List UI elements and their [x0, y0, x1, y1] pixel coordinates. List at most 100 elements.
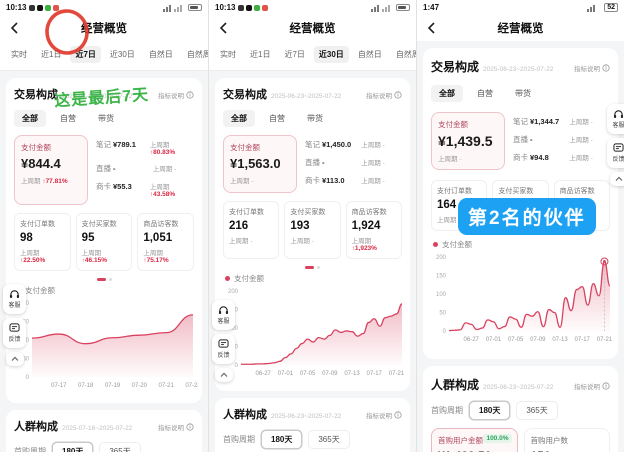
period-180-tab[interactable]: 180天: [469, 401, 511, 420]
channel-row-live: 直播 - 上周期 -: [96, 164, 177, 173]
payment-amount-card[interactable]: 支付金额 ¥1,563.0 上周期 -: [223, 135, 297, 193]
first-purchase-users-card[interactable]: 首购用户数 156 较前30日 -: [523, 428, 610, 452]
svg-text:07-01: 07-01: [486, 337, 502, 343]
subtab-all[interactable]: 全部: [223, 110, 255, 127]
floating-actions: 客服 反馈: [607, 104, 624, 186]
tab-1day[interactable]: 近1日: [250, 50, 271, 59]
battery-icon: [188, 4, 202, 11]
back-icon[interactable]: [425, 21, 439, 35]
headset-icon: [613, 110, 624, 118]
metric-help-link[interactable]: 指标说明: [158, 90, 194, 100]
tab-natural-week[interactable]: 自然周: [395, 50, 416, 59]
subtab-self[interactable]: 自营: [477, 89, 493, 98]
svg-text:07-18: 07-18: [78, 383, 94, 389]
feedback-button[interactable]: 反馈: [3, 318, 26, 348]
svg-text:0: 0: [443, 329, 447, 335]
floating-actions: 客服 反馈: [3, 284, 26, 366]
subtab-affiliate[interactable]: 带货: [98, 114, 114, 123]
tab-30day[interactable]: 近30日: [109, 50, 135, 59]
payment-trend-chart[interactable]: 05010015020007-1707-1807-1907-2007-2107-…: [14, 298, 201, 390]
section-title: 交易构成: [431, 60, 480, 74]
tab-natural-week[interactable]: 自然周: [186, 50, 208, 59]
status-time: 1:47: [423, 3, 440, 12]
svg-text:200: 200: [436, 255, 447, 261]
date-range-tabs: 实时 近1日 近7日 近30日 自然日 自然周 自然: [0, 41, 208, 71]
customer-service-button[interactable]: 客服: [3, 284, 26, 314]
channel-row-notes: 笔记 ¥1,344.7 上周期 -: [513, 117, 593, 126]
first-purchase-amount-card[interactable]: 100.0% 首购用户金额 ¥1,439.50 较前30日 -: [431, 428, 518, 452]
feedback-icon: [9, 323, 20, 332]
subtab-all[interactable]: 全部: [431, 85, 463, 102]
legend-dot-icon: [433, 242, 438, 247]
back-icon[interactable]: [217, 21, 231, 35]
subtab-self[interactable]: 自营: [269, 114, 285, 123]
carousel-dots[interactable]: [14, 278, 194, 281]
tab-30day[interactable]: 近30日: [313, 46, 349, 63]
nav-header: 经营概览: [0, 15, 208, 41]
metric-visitor-count[interactable]: 商品访客数 1,051 上周期 ↑75.17%: [137, 213, 195, 271]
metric-help-link[interactable]: 指标说明: [366, 410, 402, 420]
metric-buyer-count[interactable]: 支付买家数 95 上周期 ↑46.15%: [75, 213, 133, 271]
customer-service-button[interactable]: 客服: [212, 300, 235, 330]
metric-order-count[interactable]: 支付订单数 216 上周期 -: [223, 201, 280, 259]
section-date-range: 2025-07-16~2025-07-22: [62, 93, 133, 100]
metric-help-link[interactable]: 指标说明: [574, 63, 610, 73]
subtab-self[interactable]: 自营: [60, 114, 76, 123]
metric-help-link[interactable]: 指标说明: [574, 381, 610, 391]
period-365-tab[interactable]: 365天: [308, 430, 350, 449]
tab-natural-day[interactable]: 自然日: [148, 50, 173, 59]
svg-text:0: 0: [235, 363, 239, 369]
chevron-up-icon: [220, 372, 227, 377]
svg-text:07-20: 07-20: [132, 383, 148, 389]
tab-realtime[interactable]: 实时: [220, 50, 236, 59]
carousel-dots[interactable]: [223, 266, 402, 269]
payment-amount-card[interactable]: 支付金额 ¥1,439.5 上周期 -: [431, 112, 505, 170]
period-365-tab[interactable]: 365天: [516, 401, 558, 420]
svg-text:07-22: 07-22: [185, 383, 198, 389]
section-title: 人群构成: [223, 409, 267, 421]
svg-text:06-27: 06-27: [464, 337, 480, 343]
subtab-affiliate[interactable]: 带货: [307, 114, 323, 123]
chart-legend: 支付金额: [16, 285, 194, 296]
feedback-button[interactable]: 反馈: [607, 138, 624, 168]
metric-help-link[interactable]: 指标说明: [158, 422, 194, 432]
tab-1day[interactable]: 近1日: [41, 50, 62, 59]
payment-trend-chart[interactable]: 05010015020006-2707-0107-0507-0907-1307-…: [223, 286, 407, 378]
info-icon: [186, 423, 194, 431]
subtab-affiliate[interactable]: 带货: [515, 89, 531, 98]
svg-text:07-21: 07-21: [389, 371, 405, 377]
payment-amount-card[interactable]: 支付金额 ¥844.4 上周期 ↑77.81%: [14, 135, 88, 205]
collapse-button[interactable]: [214, 368, 233, 382]
red-circle-annotation: [45, 9, 89, 55]
info-icon: [602, 64, 610, 72]
period-365-tab[interactable]: 365天: [99, 442, 141, 452]
collapse-button[interactable]: [609, 172, 624, 186]
metric-order-count[interactable]: 支付订单数 98 上周期 ↑22.50%: [14, 213, 71, 271]
period-180-tab[interactable]: 180天: [261, 430, 303, 449]
tab-realtime[interactable]: 实时: [11, 50, 27, 59]
crowd-composition-card: 人群构成 2025-06-23~2025-07-22 指标说明 首购周期 180…: [215, 398, 410, 452]
tab-natural-day[interactable]: 自然日: [357, 50, 382, 59]
status-bar: 10:13: [209, 0, 416, 15]
legend-dot-icon: [225, 276, 230, 281]
collapse-button[interactable]: [5, 352, 24, 366]
metric-visitor-count[interactable]: 商品访客数 1,924 上周期 ↑1,923%: [345, 201, 402, 259]
metric-buyer-count[interactable]: 支付买家数 193 上周期 -: [284, 201, 341, 259]
page-title: 经营概览: [289, 23, 336, 35]
trade-composition-card: 交易构成 2025-07-16~2025-07-22 指标说明 全部 自营 带货…: [6, 78, 202, 403]
feedback-button[interactable]: 反馈: [212, 334, 235, 364]
tab-7day[interactable]: 近7日: [284, 50, 305, 59]
period-180-tab[interactable]: 180天: [52, 442, 94, 452]
svg-text:07-09: 07-09: [530, 337, 546, 343]
channel-row-notes: 笔记 ¥1,450.0 上周期 -: [305, 140, 385, 149]
channel-row-live: 直播 - 上周期 -: [513, 135, 593, 144]
back-icon[interactable]: [8, 21, 22, 35]
customer-service-button[interactable]: 客服: [607, 104, 624, 134]
info-icon: [394, 411, 402, 419]
chart-legend: 支付金额: [225, 273, 402, 284]
section-title: 人群构成: [14, 421, 58, 433]
nav-header: 经营概览: [417, 15, 624, 41]
subtab-all[interactable]: 全部: [14, 110, 46, 127]
metric-help-link[interactable]: 指标说明: [366, 90, 402, 100]
